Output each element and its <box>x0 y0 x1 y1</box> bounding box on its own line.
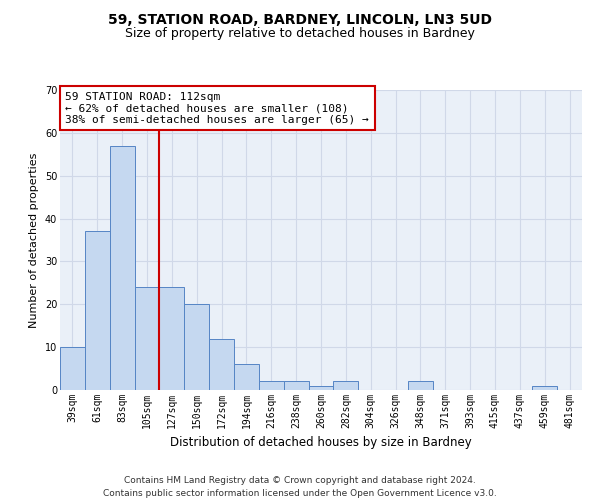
Y-axis label: Number of detached properties: Number of detached properties <box>29 152 39 328</box>
Text: Size of property relative to detached houses in Bardney: Size of property relative to detached ho… <box>125 28 475 40</box>
X-axis label: Distribution of detached houses by size in Bardney: Distribution of detached houses by size … <box>170 436 472 450</box>
Bar <box>134 287 160 390</box>
Bar <box>160 287 184 390</box>
Bar <box>60 347 85 390</box>
Bar <box>532 386 557 390</box>
Bar <box>284 382 308 390</box>
Bar <box>259 382 284 390</box>
Bar <box>209 338 234 390</box>
Bar <box>308 386 334 390</box>
Text: Contains HM Land Registry data © Crown copyright and database right 2024.
Contai: Contains HM Land Registry data © Crown c… <box>103 476 497 498</box>
Bar <box>334 382 358 390</box>
Bar <box>85 232 110 390</box>
Bar <box>110 146 134 390</box>
Text: 59 STATION ROAD: 112sqm
← 62% of detached houses are smaller (108)
38% of semi-d: 59 STATION ROAD: 112sqm ← 62% of detache… <box>65 92 369 124</box>
Bar <box>184 304 209 390</box>
Bar <box>234 364 259 390</box>
Text: 59, STATION ROAD, BARDNEY, LINCOLN, LN3 5UD: 59, STATION ROAD, BARDNEY, LINCOLN, LN3 … <box>108 12 492 26</box>
Bar <box>408 382 433 390</box>
